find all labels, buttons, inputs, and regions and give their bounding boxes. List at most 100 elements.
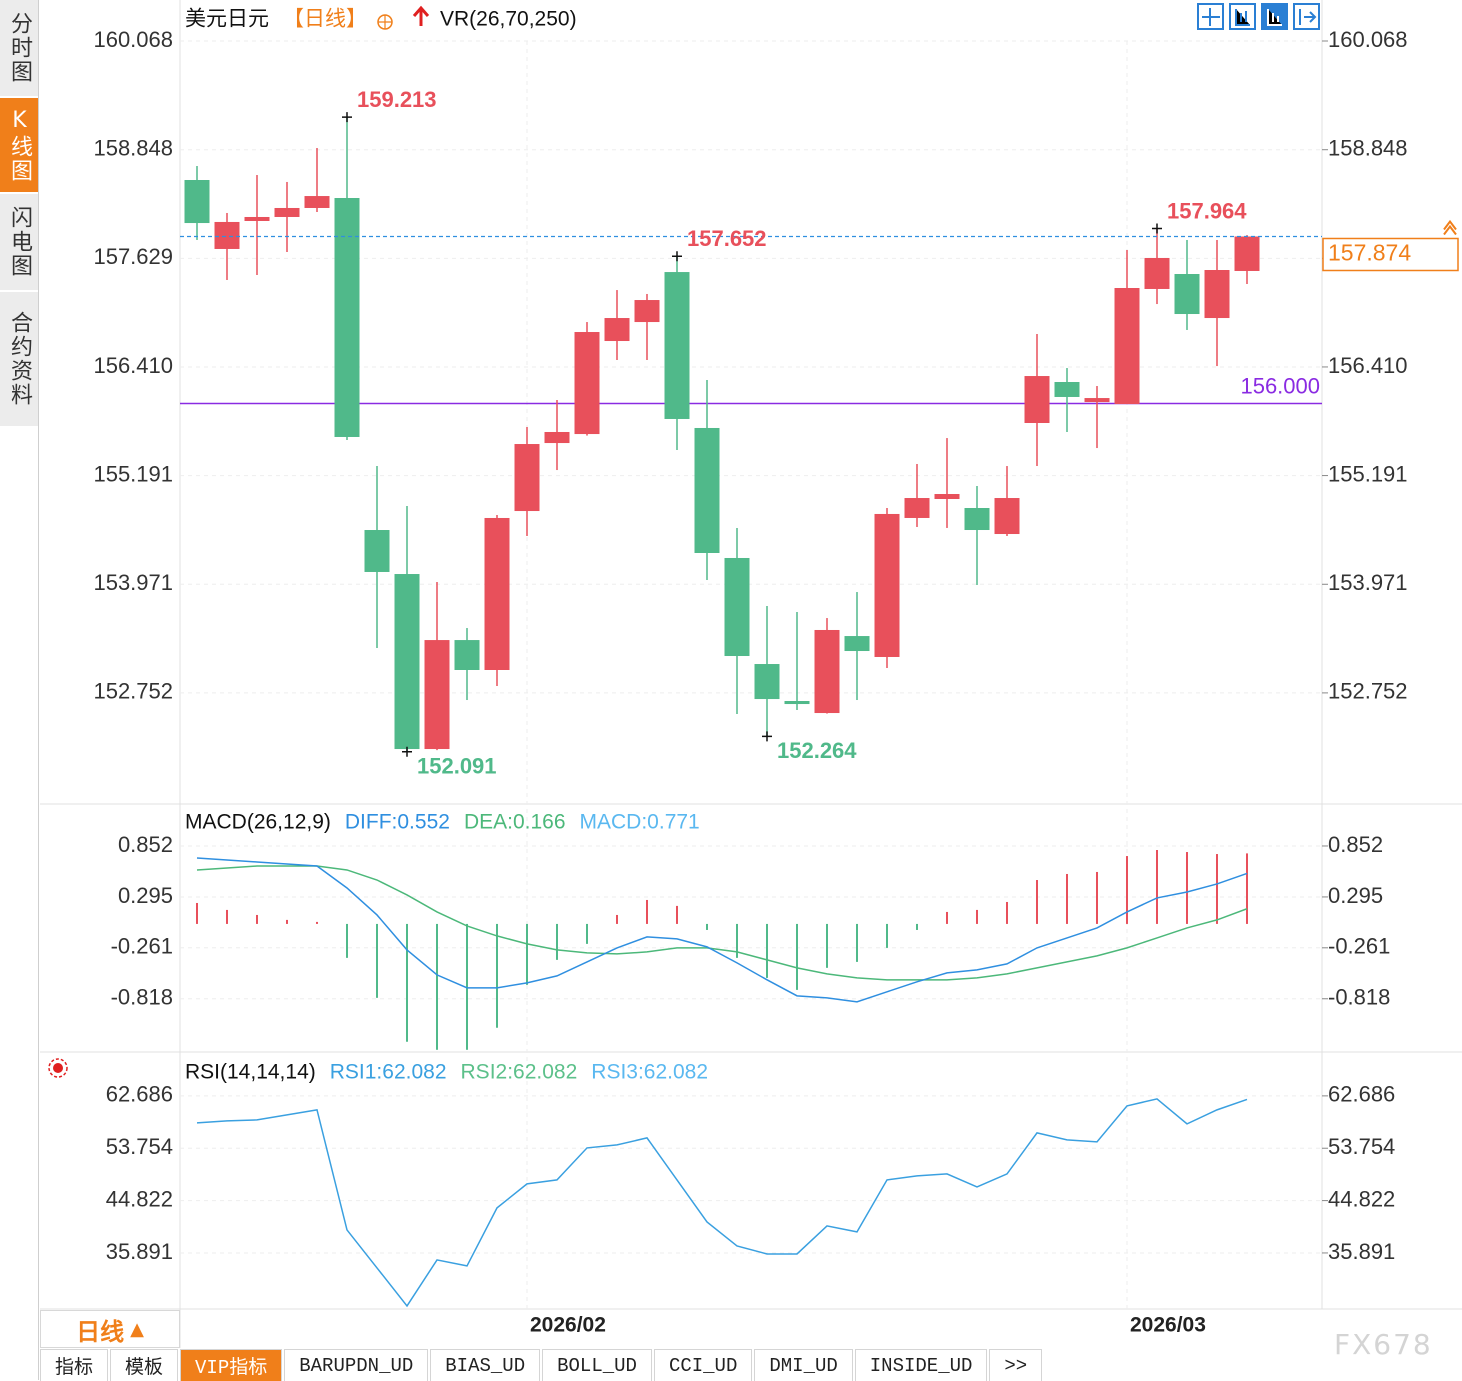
rsi-icon bbox=[48, 1058, 68, 1078]
candle-body bbox=[724, 557, 750, 657]
extreme-marker bbox=[762, 731, 772, 742]
extreme-marker bbox=[342, 112, 352, 123]
x-tick-label: 2026/03 bbox=[1130, 1314, 1206, 1337]
low-label: 152.264 bbox=[777, 738, 857, 763]
candle-body bbox=[364, 530, 390, 572]
candle-body bbox=[994, 498, 1020, 535]
y-tick-label-right: 0.852 bbox=[1328, 832, 1383, 857]
candle-body bbox=[604, 318, 630, 342]
y-tick-label: 0.852 bbox=[118, 832, 173, 857]
candle-body bbox=[814, 629, 840, 714]
extreme-marker bbox=[1152, 223, 1162, 234]
sidebar-tab[interactable]: 分时图 bbox=[0, 0, 38, 98]
candle-body bbox=[1204, 270, 1230, 319]
y-tick-label: 155.191 bbox=[93, 461, 173, 486]
vr-arrow-icon bbox=[412, 5, 430, 26]
toolbar-crosshair-glyph bbox=[1202, 8, 1220, 26]
toolbar-bars-glyph bbox=[1267, 9, 1282, 26]
candle-body bbox=[934, 494, 960, 500]
sidebar-tab[interactable]: 合约资料 bbox=[0, 292, 38, 428]
candle-body bbox=[394, 574, 420, 750]
period-button[interactable]: 日线 ▲ bbox=[40, 1310, 180, 1348]
extreme-marker bbox=[672, 251, 682, 262]
settings-icon-cross bbox=[378, 15, 392, 29]
candle-body bbox=[274, 207, 300, 217]
candle-body bbox=[1114, 288, 1140, 405]
watermark: FX678 bbox=[1334, 1328, 1433, 1361]
y-tick-label-right: 62.686 bbox=[1328, 1082, 1395, 1107]
bottom-tab[interactable]: 指标 bbox=[40, 1349, 109, 1381]
bottom-tab[interactable]: BOLL_UD bbox=[542, 1349, 652, 1381]
macd-line bbox=[196, 865, 1248, 981]
sidebar-tab[interactable]: 闪电图 bbox=[0, 194, 38, 292]
sidebar: 分时图 K线图 闪电图 合约资料 bbox=[0, 0, 39, 1380]
candle-body bbox=[1234, 236, 1260, 271]
symbol: 美元日元 bbox=[185, 8, 269, 31]
bottom-tab[interactable]: CCI_UD bbox=[653, 1349, 753, 1381]
candle-body bbox=[514, 444, 540, 512]
y-tick-label: 156.410 bbox=[93, 353, 173, 378]
macd-line bbox=[196, 857, 1248, 1003]
y-tick-label: 35.891 bbox=[106, 1239, 173, 1264]
y-tick-label: 157.629 bbox=[93, 244, 173, 269]
bottom-tab[interactable]: INSIDE_UD bbox=[854, 1349, 988, 1381]
y-tick-label: 53.754 bbox=[106, 1134, 173, 1159]
y-tick-label: -0.261 bbox=[111, 934, 173, 959]
legend-entry: RSI3:62.082 bbox=[591, 1061, 708, 1084]
extreme-marker bbox=[402, 746, 412, 757]
bottom-tab[interactable]: VIP指标 bbox=[180, 1349, 283, 1381]
legend-entry: DIFF:0.552 bbox=[345, 811, 450, 834]
y-tick-label-right: -0.261 bbox=[1328, 934, 1390, 959]
candle-body bbox=[184, 180, 210, 224]
toolbar bbox=[1197, 3, 1320, 30]
reference-label: 156.000 bbox=[1240, 373, 1320, 398]
candle-body bbox=[304, 196, 330, 208]
y-tick-label-right: 0.295 bbox=[1328, 883, 1383, 908]
y-tick-label-right: 158.848 bbox=[1328, 136, 1408, 161]
y-tick-label-right: -0.818 bbox=[1328, 985, 1390, 1010]
bottom-tab[interactable]: BARUPDN_UD bbox=[284, 1349, 429, 1381]
y-tick-label-right: 156.410 bbox=[1328, 353, 1408, 378]
y-tick-label-right: 155.191 bbox=[1328, 461, 1408, 486]
candle-body bbox=[664, 272, 690, 419]
legend-entry: RSI2:62.082 bbox=[461, 1061, 578, 1084]
legend-entry: MACD:0.771 bbox=[580, 811, 700, 834]
y-tick-label-right: 152.752 bbox=[1328, 679, 1408, 704]
y-tick-label-right: 53.754 bbox=[1328, 1134, 1395, 1159]
high-label: 159.213 bbox=[357, 87, 437, 112]
toolbar-forward-glyph bbox=[1299, 9, 1317, 25]
candle-body bbox=[904, 498, 930, 518]
y-tick-label-right: 44.822 bbox=[1328, 1186, 1395, 1211]
candle-body bbox=[454, 640, 480, 670]
bottom-tab[interactable]: >> bbox=[989, 1349, 1043, 1381]
toolbar-zoom-glyph bbox=[1235, 9, 1250, 26]
legend-entry: RSI1:62.082 bbox=[330, 1061, 447, 1084]
last-price-arrow bbox=[1443, 219, 1457, 236]
candle-body bbox=[874, 513, 900, 657]
sidebar-tab-active[interactable]: K线图 bbox=[0, 98, 38, 194]
bottom-tab[interactable]: DMI_UD bbox=[754, 1349, 853, 1381]
bottom-tab[interactable]: BIAS_UD bbox=[430, 1349, 541, 1381]
y-tick-label: 153.971 bbox=[93, 570, 173, 595]
candle-body bbox=[334, 198, 360, 437]
last-price-box bbox=[1322, 237, 1459, 272]
low-label: 152.091 bbox=[417, 754, 497, 779]
candle-body bbox=[1084, 398, 1110, 403]
candle-body bbox=[1024, 376, 1050, 423]
x-tick-label: 2026/02 bbox=[530, 1314, 606, 1337]
header: 美元日元 【日线】 VR(26,70,250) bbox=[185, 5, 577, 31]
high-label: 157.652 bbox=[687, 226, 767, 251]
candle-body bbox=[634, 300, 660, 323]
period-button-label: 日线 bbox=[76, 1317, 125, 1346]
y-tick-label: -0.818 bbox=[111, 985, 173, 1010]
bottom-tab[interactable]: 模板 bbox=[110, 1349, 179, 1381]
y-tick-label: 152.752 bbox=[93, 679, 173, 704]
y-tick-label-right: 160.068 bbox=[1328, 27, 1408, 52]
high-label: 157.964 bbox=[1167, 198, 1247, 223]
candle-body bbox=[214, 221, 240, 249]
rsi-icon-ring bbox=[48, 1058, 68, 1078]
y-tick-label: 44.822 bbox=[106, 1186, 173, 1211]
